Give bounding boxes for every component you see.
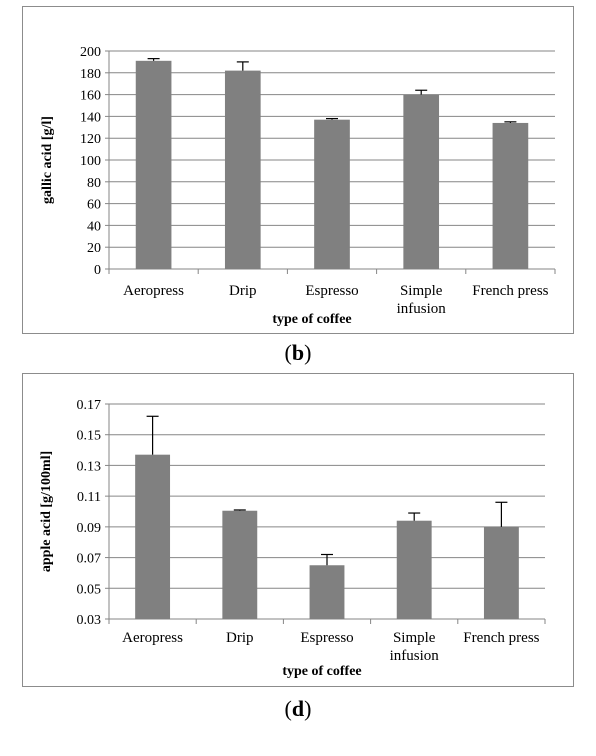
y-tick-label: 100 bbox=[80, 154, 101, 169]
bar bbox=[135, 454, 171, 619]
y-tick-label: 180 bbox=[80, 67, 101, 82]
category-label: Aeropress bbox=[122, 630, 183, 646]
bar bbox=[224, 70, 261, 270]
bar bbox=[483, 526, 519, 619]
caption-d-letter: d bbox=[291, 696, 305, 721]
y-tick-label: 120 bbox=[80, 132, 101, 147]
category-label: Simple bbox=[400, 283, 443, 299]
x-axis-title: type of coffee bbox=[272, 312, 351, 327]
caption-b-open: ( bbox=[284, 340, 292, 365]
bar bbox=[492, 122, 529, 269]
gallic-acid-chart: 0 20 40 60 80 100 120 140 160 180 200 Aeropress Drip… bbox=[22, 6, 574, 334]
y-tick-label: 0 bbox=[94, 263, 101, 278]
y-tick-label: 0.05 bbox=[77, 582, 102, 597]
caption-d-open: ( bbox=[284, 696, 292, 721]
caption-b-letter: b bbox=[291, 340, 305, 365]
y-tick-label: 0.03 bbox=[77, 613, 102, 628]
apple-acid-chart: 0.03 0.05 0.07 0.09 0.11 0.13 0.15 0.17 Aeropres… bbox=[22, 373, 574, 687]
bar bbox=[309, 565, 345, 619]
category-label: Simple bbox=[393, 630, 436, 646]
bar bbox=[135, 60, 172, 270]
category-label: Drip bbox=[226, 630, 254, 646]
y-tick-label: 80 bbox=[87, 176, 101, 191]
y-axis-title: apple acid [g/100ml] bbox=[39, 451, 54, 572]
chart-panel-b: 0 20 40 60 80 100 120 140 160 180 200 Aeropress Drip… bbox=[22, 6, 574, 334]
y-tick-label: 140 bbox=[80, 110, 101, 125]
category-label: French press bbox=[472, 283, 548, 299]
category-label: Espresso bbox=[300, 630, 353, 646]
y-tick-label: 20 bbox=[87, 241, 101, 256]
category-label: Aeropress bbox=[123, 283, 184, 299]
caption-d-close: ) bbox=[304, 696, 312, 721]
y-tick-label: 0.17 bbox=[77, 398, 102, 413]
y-tick-label: 0.11 bbox=[77, 490, 101, 505]
chart-frame bbox=[22, 6, 574, 334]
bar bbox=[314, 119, 350, 269]
category-label: French press bbox=[463, 630, 539, 646]
y-tick-label: 0.15 bbox=[77, 429, 102, 444]
caption-d: (d) bbox=[0, 696, 596, 722]
caption-b-close: ) bbox=[304, 340, 312, 365]
y-tick-label: 200 bbox=[80, 45, 101, 60]
category-label-line2: infusion bbox=[397, 301, 447, 317]
category-label: Espresso bbox=[305, 283, 358, 299]
y-tick-label: 60 bbox=[87, 198, 101, 213]
y-tick-label: 0.07 bbox=[77, 552, 102, 567]
chart-panel-d: 0.03 0.05 0.07 0.09 0.11 0.13 0.15 0.17 Aeropres… bbox=[22, 373, 574, 687]
bar bbox=[396, 520, 432, 619]
category-label-line2: infusion bbox=[390, 648, 440, 664]
chart-frame bbox=[22, 373, 574, 687]
category-label: Drip bbox=[229, 283, 256, 299]
bar bbox=[403, 94, 440, 269]
y-axis-title: gallic acid [g/l] bbox=[40, 116, 55, 204]
caption-b: (b) bbox=[0, 340, 596, 366]
x-axis-title: type of coffee bbox=[282, 664, 361, 679]
y-tick-label: 0.09 bbox=[77, 521, 102, 536]
y-tick-label: 0.13 bbox=[77, 459, 102, 474]
bar bbox=[222, 510, 258, 619]
y-tick-label: 40 bbox=[87, 219, 101, 234]
y-tick-label: 160 bbox=[80, 89, 101, 104]
